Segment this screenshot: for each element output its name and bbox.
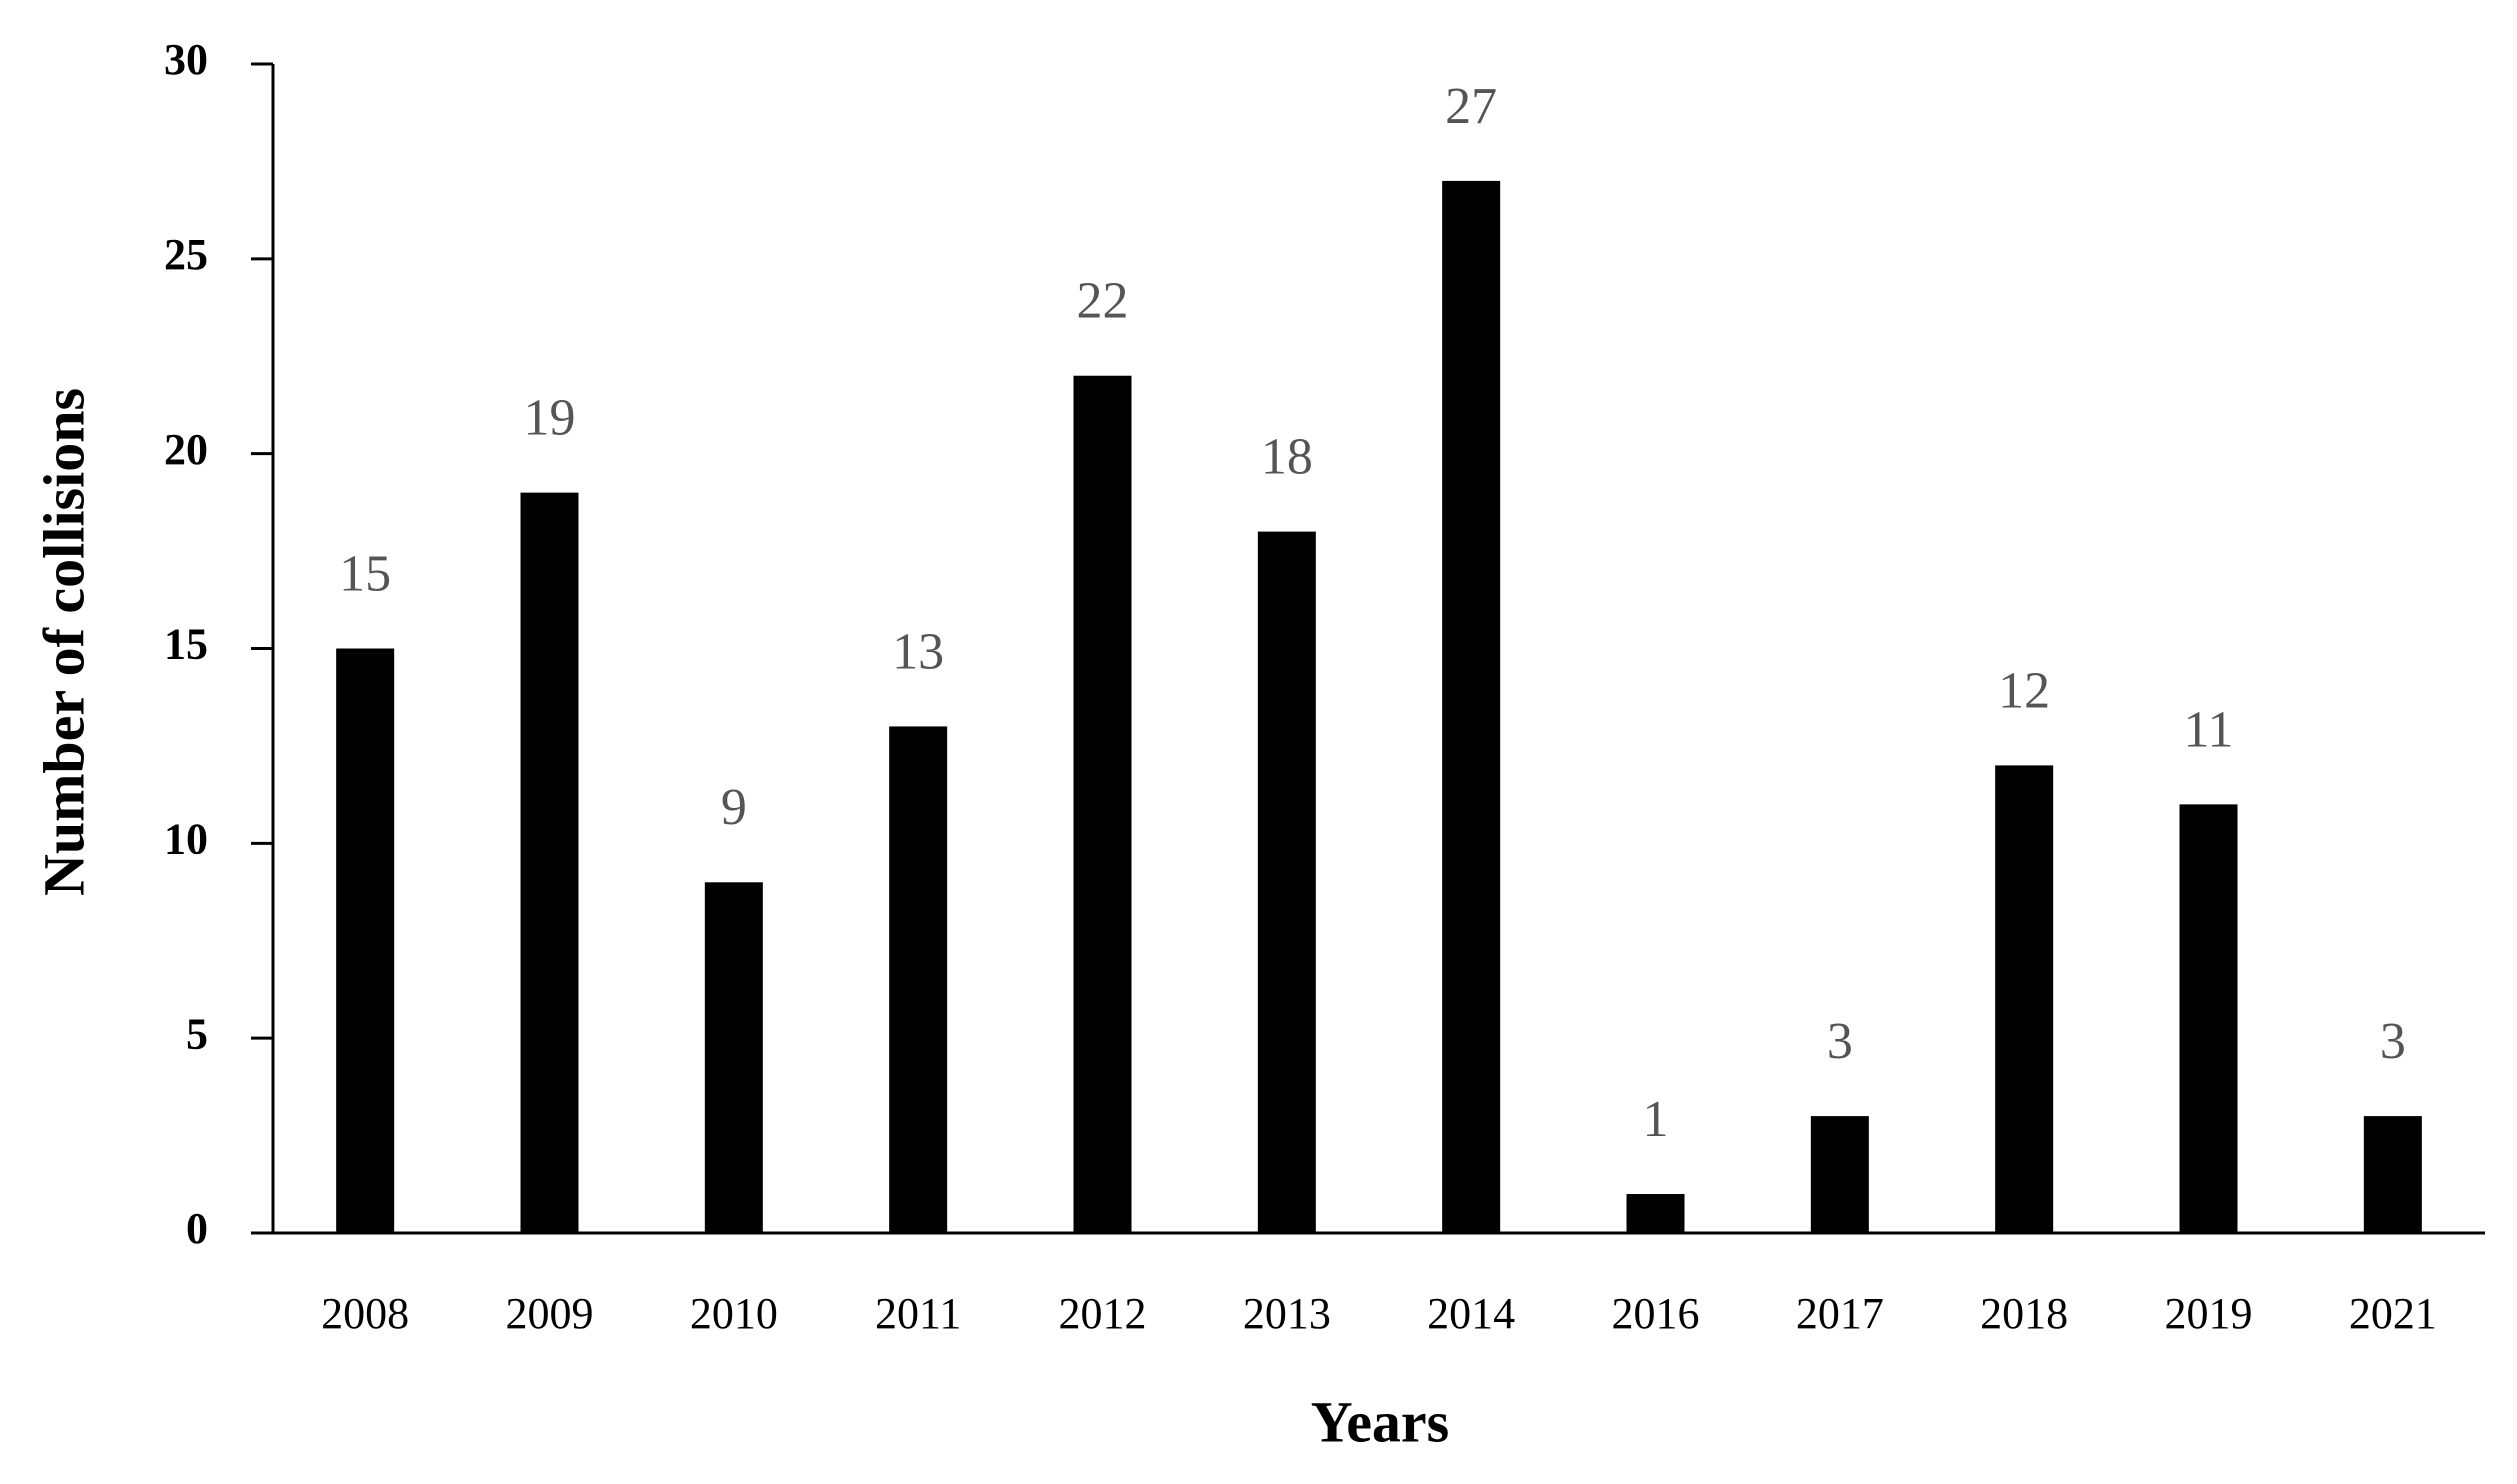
x-tick-label: 2008 — [321, 1289, 409, 1338]
bar — [1442, 180, 1501, 1233]
y-tick-label: 20 — [164, 425, 208, 474]
y-tick-label: 10 — [164, 814, 208, 863]
y-axis-title: Number of collisions — [31, 388, 96, 896]
value-label: 3 — [1827, 1013, 1853, 1070]
x-tick-label: 2009 — [506, 1289, 594, 1338]
x-tick-label: 2011 — [875, 1289, 961, 1338]
value-label: 19 — [524, 390, 576, 447]
value-label: 12 — [1998, 662, 2050, 719]
y-tick-label: 5 — [186, 1009, 208, 1058]
bar — [704, 882, 763, 1233]
x-tick-label: 2012 — [1059, 1289, 1147, 1338]
value-label: 1 — [1643, 1091, 1669, 1148]
x-tick-label: 2018 — [1980, 1289, 2068, 1338]
x-tick-label: 2014 — [1427, 1289, 1515, 1338]
y-tick-label: 25 — [164, 230, 208, 279]
bar — [889, 726, 948, 1233]
x-tick-label: 2010 — [690, 1289, 778, 1338]
bar — [1995, 765, 2054, 1233]
bar — [336, 648, 395, 1233]
value-label: 13 — [892, 623, 944, 680]
value-label: 9 — [721, 779, 747, 836]
value-label: 18 — [1261, 429, 1313, 486]
bar — [2179, 804, 2238, 1233]
x-tick-label: 2021 — [2349, 1289, 2437, 1338]
y-tick-label: 30 — [164, 35, 208, 84]
x-tick-label: 2019 — [2165, 1289, 2253, 1338]
x-tick-label: 2017 — [1796, 1289, 1884, 1338]
x-axis-title: Years — [1311, 1389, 1450, 1454]
value-label: 22 — [1077, 273, 1129, 330]
value-label: 27 — [1445, 78, 1497, 135]
bar — [1257, 531, 1316, 1233]
value-label: 11 — [2183, 701, 2233, 758]
bar — [2363, 1116, 2422, 1233]
y-tick-label: 15 — [164, 620, 208, 669]
bar — [1073, 375, 1132, 1233]
value-label: 15 — [339, 545, 391, 602]
x-tick-label: 2013 — [1243, 1289, 1331, 1338]
x-tick-label: 2016 — [1612, 1289, 1700, 1338]
value-label: 3 — [2380, 1013, 2406, 1070]
y-tick-label: 0 — [186, 1204, 208, 1253]
bar — [1626, 1194, 1685, 1233]
bar — [520, 492, 579, 1234]
bar — [1810, 1116, 1869, 1233]
